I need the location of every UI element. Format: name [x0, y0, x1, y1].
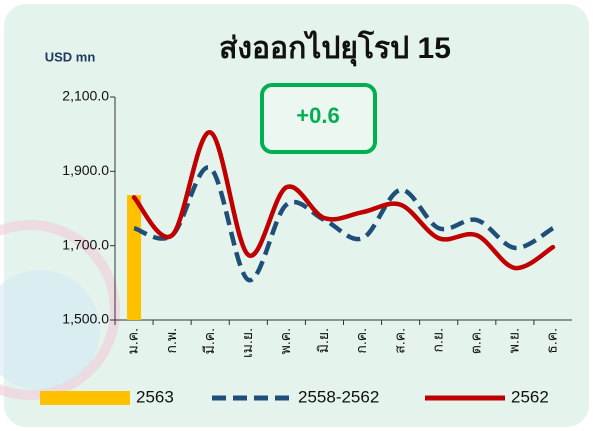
x-tick-label: ม.ค. [125, 328, 141, 354]
annotation: +0.6 [296, 103, 339, 128]
y-tick-label: 1,500.0 [62, 311, 109, 327]
y-tick-label: 1,900.0 [62, 162, 109, 178]
bar [127, 195, 141, 320]
x-tick-label: ก.ค. [353, 328, 369, 354]
x-tick-label: ต.ค. [467, 328, 483, 354]
x-tick-label: ส.ค. [391, 328, 407, 354]
x-tick-label: มิ.ย. [315, 328, 331, 353]
chart: USD mn ส่งออกไปยุโรป 15 +0.6 1,500.0 1,70… [0, 0, 593, 431]
y-tick-label: 2,100.0 [62, 88, 109, 104]
legend-label: 2562 [511, 387, 549, 406]
x-tick-label: ก.พ. [163, 328, 179, 353]
chart-title: ส่งออกไปยุโรป 15 [219, 29, 451, 67]
y-axis-label: USD mn [45, 49, 96, 64]
legend-label: 2563 [136, 387, 174, 406]
x-tick-label: เม.ย. [239, 328, 255, 358]
x-tick-label: พ.ย. [506, 328, 522, 353]
x-tick-label: ก.ย. [429, 328, 445, 352]
y-tick-label: 1,700.0 [62, 236, 109, 252]
x-tick-label: มี.ค. [201, 328, 217, 354]
legend-label: 2558-2562 [298, 387, 379, 406]
legend-swatch [40, 391, 130, 405]
x-tick-label: ธ.ค. [544, 328, 560, 354]
x-tick-label: พ.ค. [277, 328, 293, 354]
